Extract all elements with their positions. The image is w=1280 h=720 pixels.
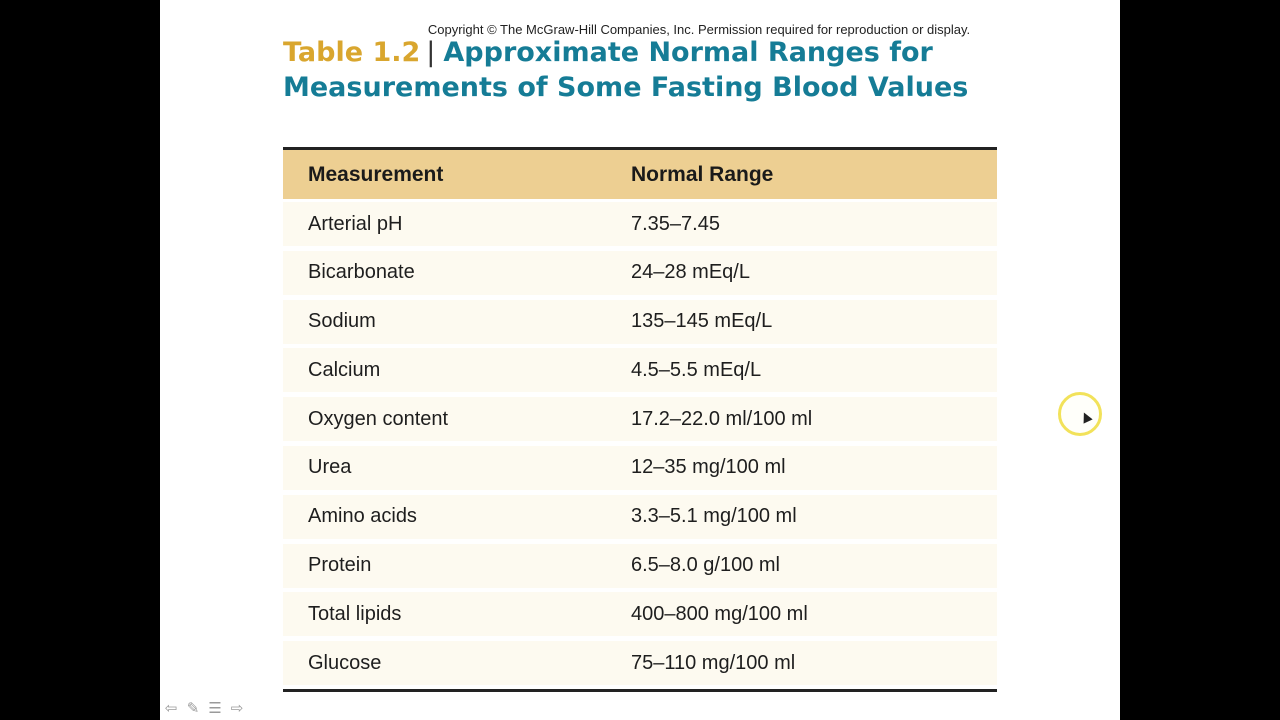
- normal-range-cell: 75–110 mg/100 ml: [631, 651, 796, 674]
- table-row: Amino acids 3.3–5.1 mg/100 ml: [283, 494, 997, 539]
- table-number: Table 1.2: [283, 37, 421, 68]
- title-divider: |: [426, 37, 436, 68]
- table-row: Protein 6.5–8.0 g/100 ml: [283, 543, 997, 588]
- table-bottom-rule: [283, 689, 997, 693]
- cursor-highlight: [1058, 392, 1102, 436]
- measurement-cell: Urea: [308, 456, 352, 479]
- arrow-left-icon[interactable]: ⇦: [164, 700, 178, 717]
- measurement-cell: Calcium: [308, 358, 381, 381]
- table-header: Measurement Normal Range: [283, 150, 997, 199]
- table-row: Total lipids 400–800 mg/100 ml: [283, 592, 997, 637]
- table-row: Glucose 75–110 mg/100 ml: [283, 641, 997, 686]
- normal-range-cell: 135–145 mEq/L: [631, 310, 773, 333]
- measurement-cell: Protein: [308, 554, 372, 577]
- table-row: Urea 12–35 mg/100 ml: [283, 445, 997, 490]
- measurement-cell: Sodium: [308, 310, 376, 333]
- normal-range-cell: 3.3–5.1 mg/100 ml: [631, 505, 797, 528]
- normal-range-cell: 4.5–5.5 mEq/L: [631, 358, 762, 381]
- normal-range-cell: 24–28 mEq/L: [631, 261, 750, 284]
- table-row: Bicarbonate 24–28 mEq/L: [283, 250, 997, 295]
- table-row: Calcium 4.5–5.5 mEq/L: [283, 348, 997, 393]
- slide: Copyright © The McGraw-Hill Companies, I…: [160, 0, 1120, 720]
- measurement-cell: Oxygen content: [308, 407, 449, 430]
- measurement-cell: Bicarbonate: [308, 261, 415, 284]
- pen-icon[interactable]: ✎: [186, 700, 200, 717]
- normal-range-cell: 400–800 mg/100 ml: [631, 602, 808, 625]
- menu-icon[interactable]: ☰: [208, 700, 222, 717]
- normal-range-cell: 7.35–7.45: [631, 212, 720, 235]
- table-row: Arterial pH 7.35–7.45: [283, 202, 997, 246]
- measurement-cell: Amino acids: [308, 505, 417, 528]
- header-normal-range: Normal Range: [631, 162, 774, 186]
- normal-range-cell: 17.2–22.0 ml/100 ml: [631, 407, 813, 430]
- table-body: Arterial pH 7.35–7.45 Bicarbonate 24–28 mEq…: [283, 199, 997, 689]
- normal-range-cell: 6.5–8.0 g/100 ml: [631, 554, 780, 577]
- measurement-cell: Total lipids: [308, 602, 402, 625]
- measurement-cell: Glucose: [308, 651, 382, 674]
- table-title: Approximate Normal Ranges for Measuremen…: [283, 37, 969, 103]
- table-row: Sodium 135–145 mEq/L: [283, 299, 997, 344]
- table-row: Oxygen content 17.2–22.0 ml/100 ml: [283, 397, 997, 442]
- arrow-right-icon[interactable]: ⇨: [230, 700, 244, 717]
- normal-range-cell: 12–35 mg/100 ml: [631, 456, 786, 479]
- slide-nav: ⇦ ✎ ☰ ⇨: [162, 701, 246, 717]
- header-measurement: Measurement: [308, 162, 444, 186]
- table-top-rule: [283, 147, 997, 150]
- slide-title: Table 1.2 | Approximate Normal Ranges for …: [283, 35, 1003, 105]
- ranges-table: Measurement Normal Range Arterial pH 7.35…: [283, 147, 997, 693]
- copyright-notice: Copyright © The McGraw-Hill Companies, I…: [427, 22, 971, 37]
- measurement-cell: Arterial pH: [308, 212, 403, 235]
